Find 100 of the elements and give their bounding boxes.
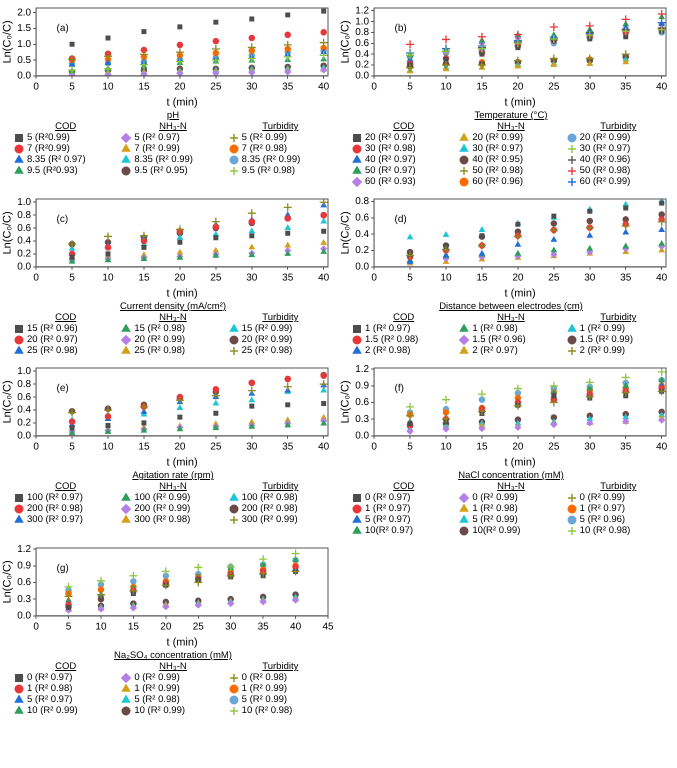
y-tick-label: 0.0 <box>355 262 370 273</box>
x-tick-label: 20 <box>160 622 172 633</box>
y-axis-title: Ln(C₀/C) <box>2 560 14 604</box>
legend-label: 10 (R² 0.98) <box>580 525 630 536</box>
legend-label: 100 (R² 0.99) <box>134 492 190 503</box>
x-tick-label: 0 <box>371 82 378 93</box>
x-tick-label: 10 <box>102 82 114 93</box>
legend-label: 1 (R² 0.99) <box>242 683 288 694</box>
text: (f) <box>394 383 404 394</box>
x-tick-label: 0 <box>33 272 40 284</box>
x-tick-label: 25 <box>210 272 222 284</box>
y-tick-label: 1.5 <box>17 23 32 34</box>
x-tick-label: 35 <box>620 82 632 93</box>
legend-label: 0 (R² 0.99) <box>580 492 626 503</box>
x-axis-title: t (min) <box>504 456 536 468</box>
x-tick-label: 20 <box>512 442 524 453</box>
legend-label: 20 (R² 0.99) <box>242 334 292 345</box>
x-tick-label: 30 <box>584 442 596 453</box>
legend-label: 1 (R² 0.97) <box>365 503 410 514</box>
legend-label: 300 (R² 0.99) <box>242 514 298 525</box>
y-tick-label: 0.8 <box>355 27 370 38</box>
y-tick-label: 1.0 <box>17 196 32 208</box>
y-tick-label: 0.0 <box>355 430 370 442</box>
y-tick-label: 1.2 <box>17 544 32 555</box>
legend-label: 2 (R² 0.99) <box>580 345 626 356</box>
y-tick-label: 0.9 <box>355 380 370 392</box>
legend-label: 5 (R² 0.99) <box>472 514 518 525</box>
legend-label: 1 (R² 0.97) <box>365 323 410 334</box>
legend-label: 20 (R² 0.99) <box>580 132 630 143</box>
legend-label: 10 (R² 0.98) <box>242 705 292 716</box>
x-tick-label: 15 <box>138 272 150 284</box>
y-tick-label: 0.3 <box>17 594 32 605</box>
x-tick-label: 5 <box>407 272 414 284</box>
legend-title: Current density (mA/cm²) <box>118 301 228 312</box>
y-axis-title: Ln(C₀/C) <box>2 211 14 254</box>
x-tick-label: 35 <box>282 442 294 453</box>
text: (g) <box>56 563 69 574</box>
x-tick-label: 20 <box>512 82 524 93</box>
legend-title: Agitation rate (rpm) <box>131 470 215 481</box>
x-tick-label: 0 <box>371 272 378 284</box>
x-tick-label: 5 <box>407 442 414 453</box>
x-tick-label: 30 <box>225 622 237 633</box>
text: Turbidity <box>261 121 300 132</box>
text: NH₃-N <box>158 121 188 132</box>
text: (e) <box>56 383 69 394</box>
x-tick-label: 40 <box>656 82 668 93</box>
legend-label: 100 (R² 0.97) <box>27 492 83 503</box>
legend-label: 25 (R² 0.98) <box>27 345 78 356</box>
legend-label: 5 (R² 0.97) <box>134 132 180 143</box>
x-tick-label: 10 <box>440 82 452 93</box>
legend-label: 1 (R² 0.98) <box>472 503 518 514</box>
legend-label: 200 (R² 0.99) <box>134 503 190 514</box>
legend-label: 2 (R² 0.97) <box>472 345 518 356</box>
legend-label: 7 (R²0.99) <box>27 143 70 154</box>
legend-label: 5 (R² 0.99) <box>242 132 288 143</box>
y-tick-label: 0.3 <box>355 414 370 425</box>
y-tick-label: 0.4 <box>17 236 32 247</box>
legend-label: 20 (R² 0.97) <box>365 132 416 143</box>
legend-label: 200 (R² 0.98) <box>27 503 83 514</box>
x-tick-label: 30 <box>246 272 258 284</box>
x-axis-title: t (min) <box>504 287 536 300</box>
x-tick-label: 30 <box>246 442 258 453</box>
y-tick-label: 0.0 <box>355 70 370 82</box>
y-axis-title: Ln(C₀/C) <box>2 20 14 64</box>
x-tick-label: 25 <box>210 442 222 453</box>
legend-label: 300 (R² 0.97) <box>27 514 83 525</box>
x-tick-label: 5 <box>66 622 72 633</box>
legend-title: Temperature (°C) <box>474 110 548 121</box>
x-axis-title: t (min) <box>166 456 198 468</box>
text: (b) <box>394 23 407 34</box>
legend-label: 40 (R² 0.97) <box>365 154 416 165</box>
x-tick-label: 35 <box>258 622 270 633</box>
x-tick-label: 15 <box>476 82 488 93</box>
legend-label: 15 (R² 0.99) <box>242 323 292 334</box>
legend-label: 20 (R² 0.99) <box>472 132 524 143</box>
legend-label: 60 (R² 0.96) <box>472 176 524 187</box>
y-tick-label: 0.2 <box>355 245 370 256</box>
y-tick-label: 0.9 <box>17 560 32 572</box>
legend-label: 1 (R² 0.97) <box>580 503 626 514</box>
legend-title: Na₂SO₄ concentration (mM) <box>113 650 233 661</box>
text: (c) <box>56 214 68 226</box>
legend-label: 0 (R² 0.99) <box>472 492 518 503</box>
legend-label: 50 (R² 0.98) <box>580 165 630 176</box>
y-tick-label: 0.5 <box>17 54 32 66</box>
text: (d) <box>394 214 407 226</box>
x-tick-label: 35 <box>282 272 294 284</box>
legend-label: 60 (R² 0.99) <box>580 176 630 187</box>
text: COD <box>54 312 78 323</box>
legend-label: 9.5 (R²0.93) <box>27 165 78 176</box>
legend-label: 100 (R² 0.98) <box>242 492 298 503</box>
legend-label: 0 (R² 0.97) <box>365 492 410 503</box>
x-tick-label: 40 <box>290 622 302 633</box>
y-tick-label: 1.2 <box>355 364 370 375</box>
legend-label: 8.35 (R² 0.99) <box>242 154 300 165</box>
y-tick-label: 0.0 <box>17 262 32 273</box>
legend-label: 5 (R² 0.99) <box>242 694 288 705</box>
legend-title: NaCl concentration (mM) <box>457 470 565 481</box>
text: COD <box>392 481 416 492</box>
y-tick-label: 0.6 <box>17 577 32 588</box>
x-tick-label: 20 <box>512 272 524 284</box>
